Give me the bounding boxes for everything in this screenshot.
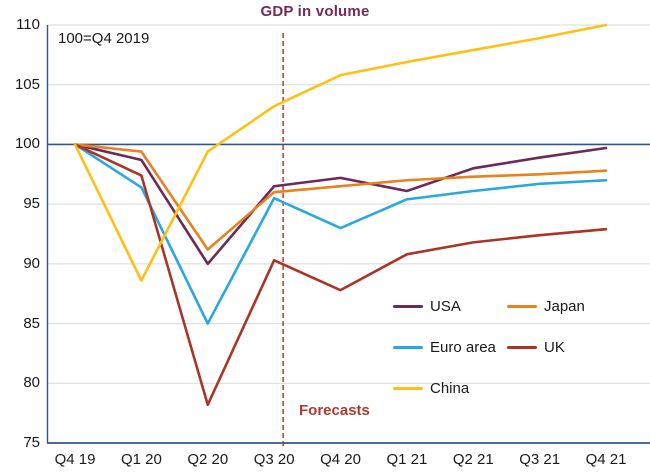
- y-axis-tick: 80: [23, 374, 40, 392]
- legend-item-japan: Japan: [507, 297, 585, 315]
- x-axis-tick: Q3 21: [519, 451, 561, 468]
- legend-label: USA: [430, 297, 461, 315]
- x-axis-tick: Q2 20: [187, 451, 229, 468]
- forecasts-label: Forecasts: [299, 402, 370, 419]
- y-axis-tick: 105: [14, 75, 40, 93]
- y-axis-tick: 110: [16, 16, 40, 33]
- legend-swatch-euro-area: [393, 345, 423, 349]
- y-axis-tick: 100: [14, 135, 40, 153]
- legend-label: China: [430, 379, 470, 397]
- series-line-japan: [73, 143, 608, 251]
- legend-item-uk: UK: [507, 338, 585, 356]
- series-line-euro-area: [73, 143, 608, 325]
- chart-title: GDP in volume: [260, 3, 370, 20]
- x-axis-tick: Q2 21: [452, 451, 494, 468]
- legend-swatch-china: [393, 386, 423, 390]
- legend-label: Euro area: [430, 338, 496, 356]
- x-axis-tick: Q4 19: [54, 451, 96, 468]
- series-line-usa: [73, 143, 608, 266]
- legend-swatch-japan: [507, 304, 537, 308]
- series-line-uk: [73, 143, 608, 407]
- x-axis-tick: Q1 20: [120, 451, 162, 468]
- x-axis-tick: Q1 21: [386, 451, 428, 468]
- legend-item-china: China: [393, 379, 507, 397]
- legend-item-usa: USA: [393, 297, 507, 315]
- x-axis-tick: Q4 20: [320, 451, 361, 468]
- y-axis-tick: 75: [23, 434, 40, 451]
- index-base-note: 100=Q4 2019: [58, 30, 150, 47]
- y-axis-tick: 85: [23, 314, 40, 332]
- y-axis-tick: 90: [23, 254, 40, 272]
- legend-swatch-usa: [393, 304, 423, 308]
- y-axis-tick: 95: [23, 195, 40, 213]
- x-axis-tick: Q3 20: [253, 451, 295, 468]
- legend: USA Japan Euro area UK China: [393, 297, 585, 397]
- legend-label: UK: [544, 338, 565, 356]
- legend-label: Japan: [544, 297, 585, 315]
- legend-item-euro-area: Euro area: [393, 338, 507, 356]
- legend-swatch-uk: [507, 345, 537, 349]
- series-line-china: [73, 23, 608, 282]
- x-axis-tick: Q4 21: [585, 451, 627, 468]
